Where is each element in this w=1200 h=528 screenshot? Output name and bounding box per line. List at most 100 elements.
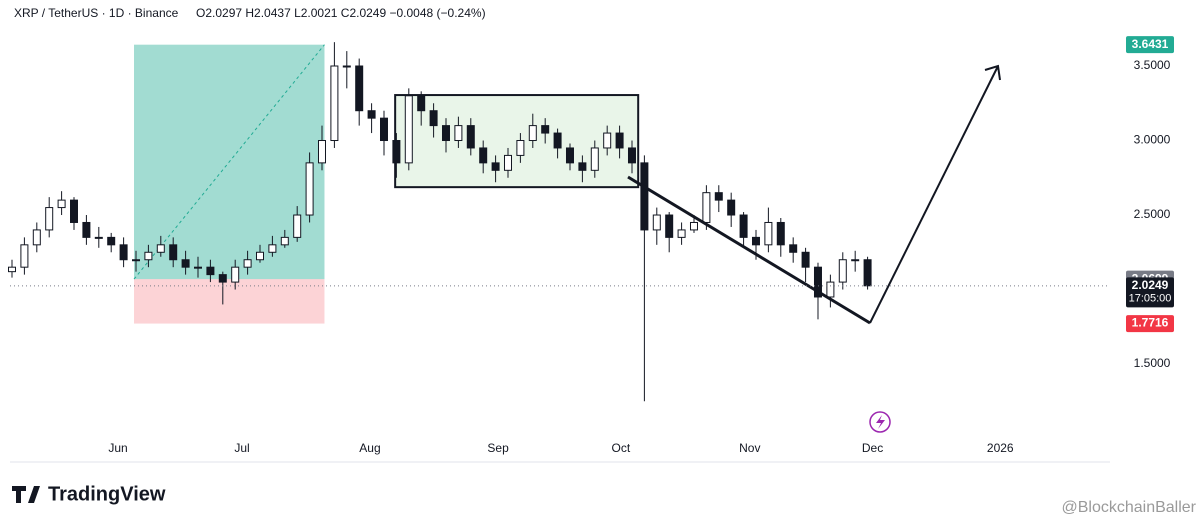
candle-body (541, 125, 550, 134)
candle-body (206, 266, 215, 276)
candle-body (392, 140, 401, 164)
candle-body (727, 199, 736, 216)
candle-body (107, 236, 116, 246)
candle-body (665, 214, 674, 238)
arrow-head (984, 64, 1001, 81)
brand-logo: TradingView (12, 483, 166, 505)
price-badge (1126, 277, 1174, 308)
candle-body (652, 214, 661, 231)
candle-body (218, 274, 227, 283)
countdown-label: 17:05:00 (1129, 293, 1172, 305)
candle-body (603, 132, 612, 149)
candle-body (57, 199, 66, 209)
price-badge (1126, 36, 1174, 54)
y-tick-label: 3.0000 (1134, 133, 1171, 147)
candle-body (863, 259, 872, 287)
candle-body (441, 125, 450, 142)
price-badge-label: 3.6431 (1132, 37, 1169, 51)
projection-arrow (869, 65, 999, 324)
candle-body (813, 266, 822, 298)
x-tick-label: 2026 (987, 441, 1014, 455)
candle-body (8, 266, 17, 273)
candle-body (305, 162, 314, 216)
candle-body (689, 221, 698, 231)
candle-body (379, 117, 388, 142)
x-tick-label: Aug (359, 441, 380, 455)
x-tick-label: Dec (862, 441, 883, 455)
candle-body (466, 125, 475, 149)
event-icon[interactable] (869, 411, 891, 433)
candle-body (826, 281, 835, 298)
plot-area (8, 42, 872, 402)
candle-body (751, 236, 760, 246)
candle-body (739, 214, 748, 238)
candle-body (119, 244, 128, 261)
candle-body (565, 147, 574, 164)
candle-body (243, 259, 252, 268)
watermark: @BlockchainBaller (1061, 499, 1196, 516)
candle-body (677, 229, 686, 238)
candle-body (429, 110, 438, 127)
candle-body (615, 132, 624, 149)
candle-body (342, 65, 351, 68)
candle-body (479, 147, 488, 164)
candle-body (181, 259, 190, 268)
candle-body (20, 244, 29, 268)
chart-title: XRP / TetherUS · 1D · Binance (14, 6, 179, 20)
price-badge-label: 2.0249 (1132, 278, 1169, 292)
candle-body (764, 221, 773, 246)
price-badge-label: 1.7716 (1132, 316, 1169, 330)
x-tick-label: Oct (611, 441, 630, 455)
x-tick-label: Sep (487, 441, 509, 455)
candle-body (231, 266, 240, 283)
candle-body (94, 236, 103, 239)
x-tick-label: Nov (739, 441, 760, 455)
position-path (133, 44, 325, 280)
candle-body (491, 162, 500, 171)
candle-body (801, 251, 810, 268)
lightning-icon (876, 415, 885, 429)
candle-body (70, 199, 79, 223)
candle-body (590, 147, 599, 171)
candle-body (156, 244, 165, 253)
candle-body (45, 207, 54, 231)
position-loss-zone (134, 279, 325, 324)
candle-body (169, 244, 178, 261)
x-tick-label: Jul (234, 441, 249, 455)
ohlc-readout: O2.0297 H2.0437 L2.0021 C2.0249 −0.0048 … (196, 6, 486, 20)
candle-body (838, 259, 847, 283)
candle-body (330, 65, 339, 142)
x-tick-label: Jun (108, 441, 127, 455)
candle-body (144, 251, 153, 261)
candle-body (776, 221, 785, 246)
candle-body (367, 110, 376, 119)
candle-body (317, 140, 326, 164)
brand-name: TradingView (48, 483, 166, 505)
candle-body (417, 95, 426, 112)
y-tick-label: 1.5000 (1134, 356, 1171, 370)
y-tick-label: 3.5000 (1134, 58, 1171, 72)
candle-body (255, 251, 264, 261)
candle-body (640, 162, 649, 231)
candle-body (193, 266, 202, 269)
candle-body (132, 259, 141, 262)
candle-body (553, 132, 562, 149)
candle-body (851, 259, 860, 262)
candle-body (293, 214, 302, 238)
y-tick-label: 2.5000 (1134, 207, 1171, 221)
candle-body (454, 125, 463, 142)
candle-body (404, 95, 413, 164)
price-badge (1126, 315, 1174, 333)
candle-body (355, 65, 364, 112)
candle-body (578, 162, 587, 171)
candle-body (789, 244, 798, 253)
candle-body (82, 221, 91, 238)
candle-body (714, 192, 723, 201)
candle-body (32, 229, 41, 246)
candle-body (503, 154, 512, 171)
candle-body (528, 125, 537, 142)
candle-body (627, 147, 636, 164)
candle-body (516, 140, 525, 156)
candle-body (268, 244, 277, 253)
